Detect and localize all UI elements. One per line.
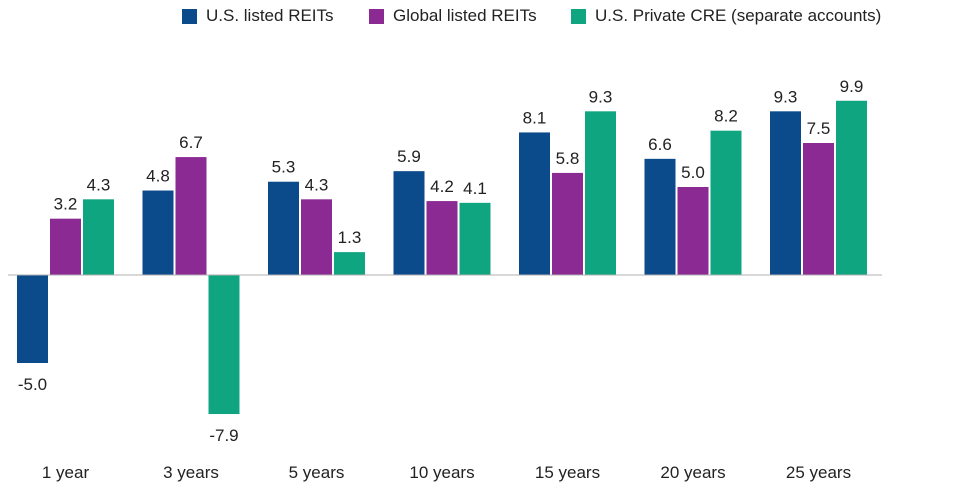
category-label-20-years: 20 years: [660, 463, 725, 482]
bar-global-listed-reits-5-years: [301, 199, 332, 275]
bar-global-listed-reits-1-year: [50, 218, 81, 275]
bar-u-s-listed-reits-15-years: [519, 132, 550, 275]
bar-u-s-private-cre-separate-accounts-3-years: [208, 275, 240, 415]
value-label-u-s-listed-reits-25-years: 9.3: [774, 87, 798, 106]
value-label-u-s-private-cre-separate-accounts-10-years: 4.1: [463, 179, 487, 198]
legend-label-global-listed-reits: Global listed REITs: [393, 6, 537, 25]
value-label-global-listed-reits-15-years: 5.8: [556, 149, 580, 168]
bar-global-listed-reits-10-years: [426, 201, 458, 275]
category-label-10-years: 10 years: [409, 463, 474, 482]
value-label-global-listed-reits-3-years: 6.7: [179, 133, 203, 152]
legend-swatch-global-listed-reits: [369, 8, 384, 24]
bar-u-s-listed-reits-20-years: [644, 158, 676, 275]
bar-u-s-private-cre-separate-accounts-25-years: [836, 100, 867, 275]
bar-global-listed-reits-3-years: [175, 157, 207, 275]
value-label-global-listed-reits-10-years: 4.2: [430, 177, 454, 196]
bar-global-listed-reits-25-years: [803, 143, 834, 275]
value-label-u-s-listed-reits-3-years: 4.8: [146, 167, 170, 186]
bar-u-s-private-cre-separate-accounts-15-years: [585, 111, 616, 275]
value-label-u-s-listed-reits-20-years: 6.6: [648, 135, 672, 154]
value-label-u-s-private-cre-separate-accounts-3-years: -7.9: [209, 426, 238, 445]
chart-legend: U.S. listed REITs Global listed REITs U.…: [0, 6, 966, 30]
category-label-1-year: 1 year: [42, 463, 90, 482]
value-label-global-listed-reits-20-years: 5.0: [681, 163, 705, 182]
bar-u-s-private-cre-separate-accounts-1-year: [83, 199, 114, 275]
value-label-u-s-listed-reits-1-year: -5.0: [18, 375, 47, 394]
bar-u-s-listed-reits-25-years: [770, 111, 801, 275]
value-label-u-s-private-cre-separate-accounts-15-years: 9.3: [589, 87, 613, 106]
legend-item-us-listed-reits: U.S. listed REITs: [182, 6, 334, 26]
bar-u-s-private-cre-separate-accounts-5-years: [334, 252, 365, 275]
value-label-u-s-private-cre-separate-accounts-5-years: 1.3: [338, 228, 362, 247]
category-label-25-years: 25 years: [786, 463, 851, 482]
value-label-u-s-listed-reits-5-years: 5.3: [272, 158, 296, 177]
bar-u-s-private-cre-separate-accounts-20-years: [710, 130, 742, 275]
value-label-global-listed-reits-1-year: 3.2: [54, 195, 78, 214]
category-label-5-years: 5 years: [289, 463, 345, 482]
value-labels-group: -5.0 3.2 4.3 4.8 6.7 -7.9 5.3 4.3 1.3 5.9 4.2 4.1 8.…: [18, 77, 863, 445]
legend-item-global-listed-reits: Global listed REITs: [369, 6, 537, 26]
value-label-u-s-private-cre-separate-accounts-20-years: 8.2: [714, 107, 738, 126]
legend-swatch-us-listed-reits: [182, 8, 197, 24]
legend-label-us-private-cre: U.S. Private CRE (separate accounts): [595, 6, 882, 25]
bar-global-listed-reits-15-years: [552, 172, 583, 275]
bar-u-s-private-cre-separate-accounts-10-years: [459, 202, 491, 275]
bars-group: [17, 100, 867, 415]
bar-u-s-listed-reits-1-year: [17, 275, 48, 363]
category-label-15-years: 15 years: [535, 463, 600, 482]
legend-swatch-us-private-cre: [571, 8, 586, 24]
legend-item-us-private-cre: U.S. Private CRE (separate accounts): [571, 6, 881, 26]
value-label-u-s-private-cre-separate-accounts-1-year: 4.3: [87, 175, 111, 194]
value-label-u-s-listed-reits-15-years: 8.1: [523, 108, 547, 127]
value-label-u-s-listed-reits-10-years: 5.9: [397, 147, 421, 166]
value-label-global-listed-reits-25-years: 7.5: [807, 119, 831, 138]
bar-u-s-listed-reits-10-years: [393, 171, 425, 275]
value-label-u-s-private-cre-separate-accounts-25-years: 9.9: [840, 77, 864, 96]
bar-u-s-listed-reits-5-years: [268, 181, 299, 275]
category-labels-group: 1 year 3 years 5 years 10 years 15 years 20 y…: [42, 463, 851, 482]
value-label-global-listed-reits-5-years: 4.3: [305, 175, 329, 194]
category-label-3-years: 3 years: [163, 463, 219, 482]
bar-global-listed-reits-20-years: [677, 187, 709, 275]
bar-u-s-listed-reits-3-years: [142, 190, 174, 275]
legend-label-us-listed-reits: U.S. listed REITs: [206, 6, 334, 25]
